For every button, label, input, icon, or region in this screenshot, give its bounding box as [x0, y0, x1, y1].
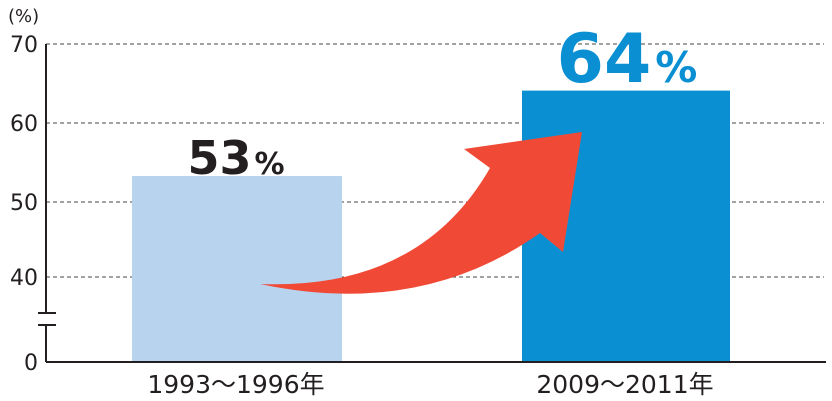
x-tick-label: 2009〜2011年 — [536, 370, 713, 399]
y-tick-label: 60 — [10, 112, 38, 137]
y-tick-label: 70 — [10, 33, 38, 58]
increase-arrow-icon — [260, 132, 582, 294]
data-label-number: 53 — [187, 131, 251, 185]
y-axis-unit-label: (%) — [8, 6, 39, 27]
y-tick-label: 40 — [10, 266, 38, 291]
data-label-1993-1996: 53% — [187, 131, 284, 185]
data-label-number: 64 — [557, 20, 652, 99]
bar-1993-1996 — [132, 176, 342, 362]
y-tick-label: 0 — [24, 351, 38, 376]
data-label-2009-2011: 64% — [557, 20, 698, 99]
axes — [38, 44, 826, 363]
x-tick-label: 1993〜1996年 — [147, 370, 324, 399]
data-label-unit: % — [655, 43, 697, 92]
data-label-unit: % — [254, 147, 284, 182]
y-tick-labels: 70 60 50 40 0 — [10, 33, 38, 376]
y-tick-label: 50 — [10, 191, 38, 216]
